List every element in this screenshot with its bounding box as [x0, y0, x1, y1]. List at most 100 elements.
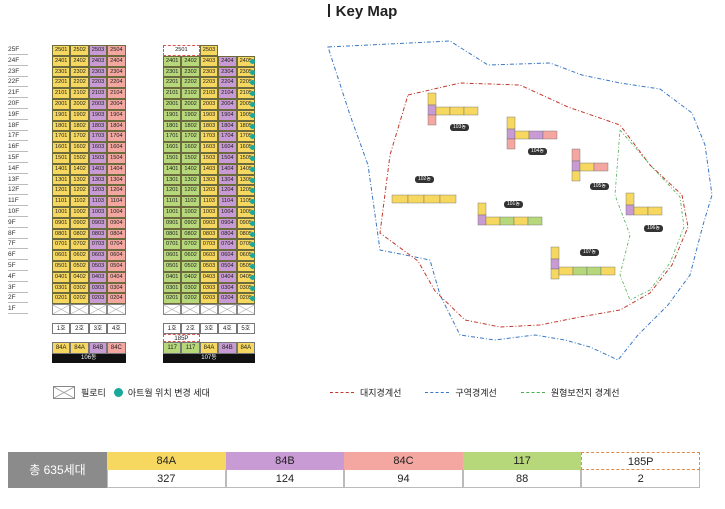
unit-cell: 1103 [88, 196, 108, 207]
unit-cell: 1302 [70, 174, 89, 186]
summary-type: 84B [225, 452, 345, 470]
unit-cell: 0404 [218, 271, 237, 283]
unit-cell: 1405 [236, 163, 255, 175]
unit-cell: 1703 [199, 131, 219, 143]
floor-label: 2F [8, 293, 28, 304]
unit-cell: 1602 [70, 142, 89, 153]
title-bar [327, 4, 330, 17]
summary-col-185p: 185P 2 [581, 452, 700, 488]
summary-count: 124 [225, 470, 345, 488]
unit-cell: 1002 [181, 207, 200, 218]
summary-count: 2 [581, 470, 700, 488]
unit-cell: 2201 [163, 77, 182, 89]
unit-cell: 2004 [107, 99, 126, 110]
unit-cell: 1001 [52, 207, 71, 218]
unit-cell: 2104 [218, 88, 237, 99]
piloti-cell [107, 304, 126, 315]
unit-cell: 1903 [88, 109, 108, 121]
unit-cell: 1601 [52, 142, 71, 153]
summary-col-84c: 84C 94 [344, 452, 463, 488]
legend-site-boundary: 대지경계선 [330, 386, 401, 399]
atrium-dot-icon [249, 177, 255, 183]
unit-cell: 2403 [199, 55, 219, 67]
unit-cell: 2101 [52, 88, 71, 99]
atrium-dot-icon [249, 296, 255, 302]
piloti-cell [70, 304, 89, 315]
unit-cell: 1202 [70, 185, 89, 197]
map-building-103 [427, 92, 479, 126]
unit-cell: 1305 [236, 174, 255, 186]
floor-label: 11F [8, 196, 28, 207]
unit-cell: 0601 [52, 250, 71, 261]
unit-cell: 2401 [163, 55, 182, 67]
unit-cell: 2103 [88, 88, 108, 99]
floor-label: 14F [8, 164, 28, 174]
atrium-dot-icon [249, 188, 255, 194]
unit-cell: 1102 [70, 196, 89, 207]
unit-cell: 2005 [236, 99, 255, 110]
unit-cell: 1904 [218, 109, 237, 121]
summary-count: 94 [344, 470, 463, 488]
unit-cell: 0801 [52, 228, 71, 240]
unit-cell: 0804 [107, 228, 126, 240]
unit-cell: 1204 [107, 185, 126, 197]
unit-cell: 2202 [70, 77, 89, 89]
unit-cell: 2502 [70, 45, 89, 56]
unit-cell: 0703 [199, 239, 219, 251]
floor-label: 24F [8, 56, 28, 66]
unit-cell: 1401 [163, 163, 182, 175]
unit-cell: 0905 [236, 217, 255, 229]
line-label: 4호 [218, 323, 237, 334]
unit-cell: 0303 [199, 282, 219, 294]
unit-cell: 2402 [70, 55, 89, 67]
unit-cell: 0701 [52, 239, 71, 251]
floor-label: 17F [8, 131, 28, 142]
unit-cell: 0903 [199, 217, 219, 229]
atrium-dot-icon [249, 69, 255, 75]
unit-cell: 1902 [181, 109, 200, 121]
map-label-106: 106동 [644, 225, 663, 232]
unit-cell: 2301 [163, 66, 182, 78]
unit-cell: 1801 [163, 120, 182, 132]
unit-cell: 1702 [181, 131, 200, 143]
unit-cell: 0902 [181, 217, 200, 229]
unit-cell: 1303 [88, 174, 108, 186]
unit-cell: 0505 [236, 261, 255, 272]
floor-label: 13F [8, 175, 28, 185]
line-type-label: 84A [199, 342, 219, 354]
unit-cell: 1304 [107, 174, 126, 186]
floor-label: 20F [8, 99, 28, 109]
unit-cell: 0403 [88, 271, 108, 283]
unit-cell: 2003 [199, 99, 219, 110]
atrium-dot-icon [249, 112, 255, 118]
unit-cell: 0705 [236, 239, 255, 251]
unit-cell: 1503 [199, 153, 219, 164]
unit-cell: 1803 [88, 120, 108, 132]
unit-cell: 2102 [181, 88, 200, 99]
unit-cell: 0302 [181, 282, 200, 294]
unit-cell: 1201 [52, 185, 71, 197]
unit-cell: 0502 [181, 261, 200, 272]
unit-cell: 1403 [199, 163, 219, 175]
summary-count: 88 [462, 470, 582, 488]
unit-cell: 0503 [199, 261, 219, 272]
unit-cell: 0201 [52, 293, 71, 305]
unit-cell: 0404 [107, 271, 126, 283]
unit-cell: 0704 [218, 239, 237, 251]
unit-cell: 0504 [107, 261, 126, 272]
unit-cell: 1901 [52, 109, 71, 121]
unit-cell: 2205 [236, 77, 255, 89]
unit-cell: 1904 [107, 109, 126, 121]
unit-cell: 0703 [88, 239, 108, 251]
unit-cell: 0802 [70, 228, 89, 240]
penthouse-unit-cell: 2503 [199, 45, 219, 56]
legend-preservation-boundary: 원형보전지 경계선 [520, 386, 620, 399]
piloti-cell [218, 304, 237, 315]
unit-cell: 1602 [181, 142, 200, 153]
unit-cell: 1004 [107, 207, 126, 218]
unit-cell: 1003 [88, 207, 108, 218]
unit-cell: 2204 [218, 77, 237, 89]
summary-type: 84A [107, 452, 226, 470]
atrium-dot-icon [249, 156, 255, 161]
building-name: 107동 [163, 354, 255, 363]
